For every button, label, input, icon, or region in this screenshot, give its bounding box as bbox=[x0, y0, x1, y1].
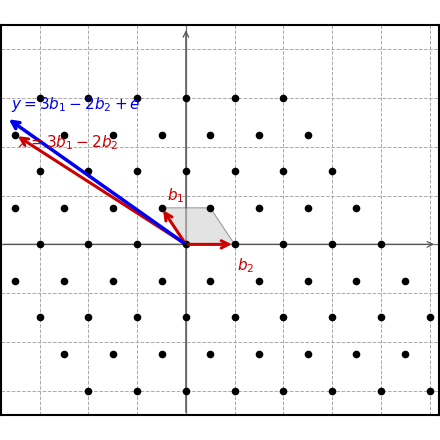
Text: $x = 3b_1 - 2b_2$: $x = 3b_1 - 2b_2$ bbox=[18, 134, 118, 152]
Text: $b_1$: $b_1$ bbox=[167, 187, 185, 205]
Text: $y = 3b_1 - 2b_2 + e$: $y = 3b_1 - 2b_2 + e$ bbox=[11, 95, 141, 114]
Text: $b_2$: $b_2$ bbox=[237, 257, 254, 275]
Polygon shape bbox=[161, 208, 235, 244]
